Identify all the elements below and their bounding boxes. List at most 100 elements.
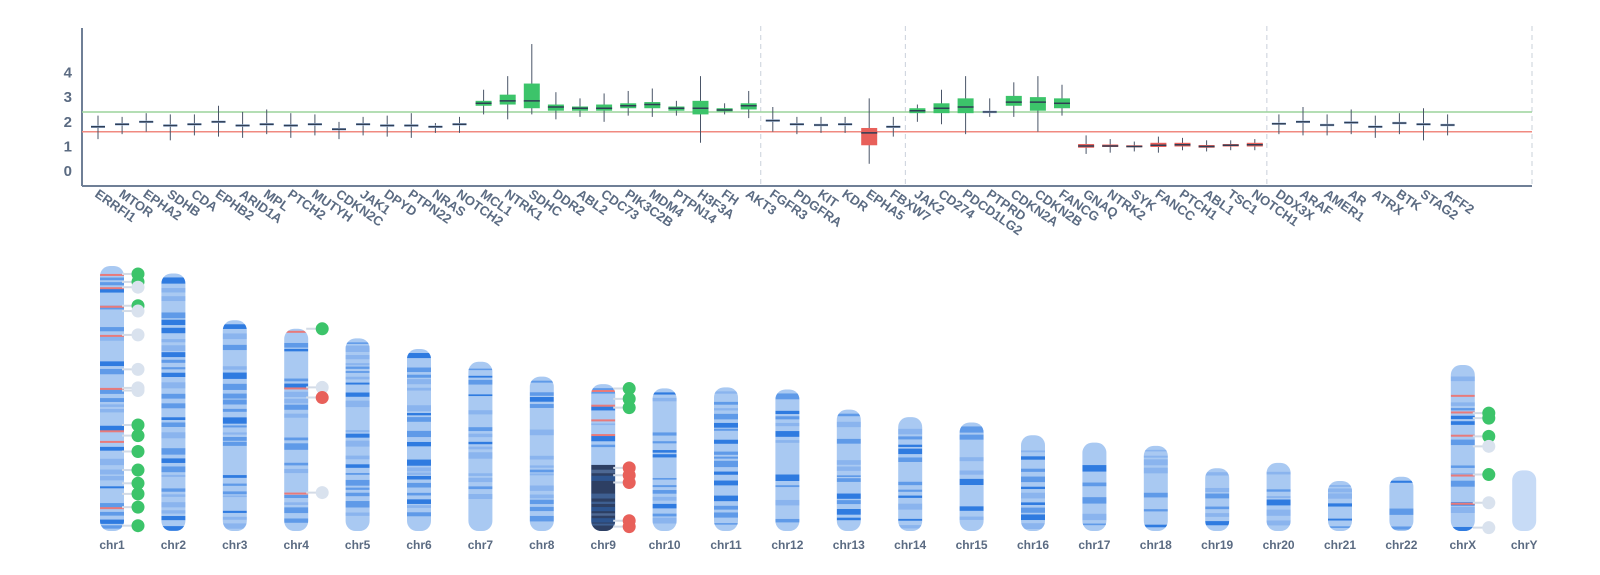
chromosome-band: [714, 460, 738, 468]
chromosome-band: [1205, 487, 1230, 493]
chromosome-band: [529, 485, 554, 491]
chromosome-band: [1205, 493, 1230, 499]
chromosome-band: [529, 494, 554, 499]
chromosome-band: [898, 503, 923, 510]
chromosome-label: chr21: [1324, 538, 1356, 552]
chromosome-band: [775, 416, 800, 420]
chromosome-band: [1021, 468, 1045, 472]
chromosome-band: [1021, 492, 1045, 499]
chromosome-band: [468, 441, 493, 445]
box-iqr: [1029, 97, 1046, 111]
chromosome-band: [1328, 518, 1352, 521]
chromosome-band: [591, 501, 616, 504]
chromosome-band: [1450, 421, 1475, 425]
chromosome-band: [836, 438, 861, 444]
chromosome-band: [959, 426, 984, 433]
chromosome-band: [161, 367, 186, 370]
chromosome-bands: [1266, 471, 1291, 526]
box-iqr: [523, 83, 540, 109]
chromosome-label: chr6: [406, 538, 432, 552]
chromosome-band: [100, 469, 124, 475]
chromosome-band: [529, 473, 554, 476]
chromosome-band: [161, 458, 186, 463]
chromosome-band: [161, 312, 186, 319]
chromosome-bands: [898, 428, 923, 529]
chromosome-band: [714, 428, 738, 431]
chromosome-band: [407, 499, 431, 504]
marker-neutral: [131, 280, 145, 294]
chromosome-band: [222, 344, 247, 351]
chromosome-body: [1450, 364, 1475, 531]
chromosome-band: [714, 471, 738, 475]
chromosome-body: [1143, 445, 1168, 531]
chromosome-band: [1205, 472, 1230, 476]
chromosome-band: [591, 507, 616, 512]
chromosome-band: [161, 372, 186, 378]
chromosome-band: [1266, 520, 1291, 526]
chromosome-band: [1143, 524, 1168, 528]
chromosome-bands: [714, 391, 738, 525]
chromosome-band: [222, 372, 247, 379]
chromosome-bands: [591, 388, 616, 531]
marker-loss: [622, 520, 636, 534]
chromosome-body: [652, 388, 677, 531]
chromosome-bands: [161, 277, 186, 531]
chromosome-band: [1082, 482, 1107, 487]
chromosome-band: [468, 446, 493, 450]
chromosome-band: [345, 355, 370, 360]
chromosome-band: [714, 505, 738, 510]
chromosome-bands: [529, 380, 554, 522]
chromosome-bands: [959, 426, 984, 520]
chromosome-band: [284, 507, 309, 514]
chromosome-band: [407, 459, 431, 466]
chromosome-chr3: chr3: [222, 320, 248, 552]
chromosome-bands: [100, 273, 124, 529]
marker-neutral: [315, 486, 329, 500]
chromosome-band: [775, 485, 800, 488]
chromosome-band: [284, 404, 309, 410]
chromosome-bands: [1143, 449, 1168, 528]
chromosome-band: [529, 469, 554, 473]
chromosome-band: [222, 491, 247, 495]
marker-neutral: [131, 304, 145, 318]
chromosome-band: [714, 391, 738, 394]
chromosome-chr6: chr6: [406, 349, 432, 552]
chromosome-band: [161, 393, 186, 399]
chromosome-label: chr10: [649, 538, 681, 552]
chromosome-chrY: chrY: [1511, 470, 1538, 552]
chromosome-band: [100, 282, 124, 286]
chromosome-band: [959, 478, 984, 486]
chromosome-body: [284, 328, 309, 531]
chromosome-band: [345, 455, 370, 460]
chromosome-band: [222, 383, 247, 390]
chromosome-band: [898, 495, 923, 498]
chromosome-label: chr20: [1263, 538, 1295, 552]
chromosome-band: [836, 500, 861, 505]
marker-loss: [622, 476, 636, 490]
marker-gain: [1482, 411, 1496, 425]
chromosome-band: [591, 475, 616, 481]
y-tick-label: 3: [64, 89, 72, 106]
chromosome-band: [529, 499, 554, 505]
chromosome-band: [345, 376, 370, 380]
chromosome-label: chr4: [284, 538, 310, 552]
chromosome-band: [161, 494, 186, 497]
chromosome-chr18: chr18: [1140, 445, 1172, 552]
chromosome-band: [100, 368, 124, 375]
chromosome-band: [529, 392, 554, 396]
chromosome-band: [161, 526, 186, 531]
chromosome-band: [284, 348, 309, 352]
highlight-band: [100, 430, 124, 433]
chromosome-label: chrY: [1511, 538, 1538, 552]
highlight-band: [591, 404, 616, 407]
chromosome-band: [652, 392, 677, 395]
marker-gain: [131, 487, 145, 501]
chromosome-band: [836, 466, 861, 471]
box-iqr: [499, 94, 516, 105]
chromosome-ideogram-chart: chr1 chr2 chr3 chr4 chr5 chr6 chr7 chr8 chr9 chr1…: [99, 266, 1538, 552]
chromosome-band: [407, 505, 431, 508]
chromosome-band: [161, 422, 186, 427]
chromosome-bands: [1021, 450, 1045, 529]
